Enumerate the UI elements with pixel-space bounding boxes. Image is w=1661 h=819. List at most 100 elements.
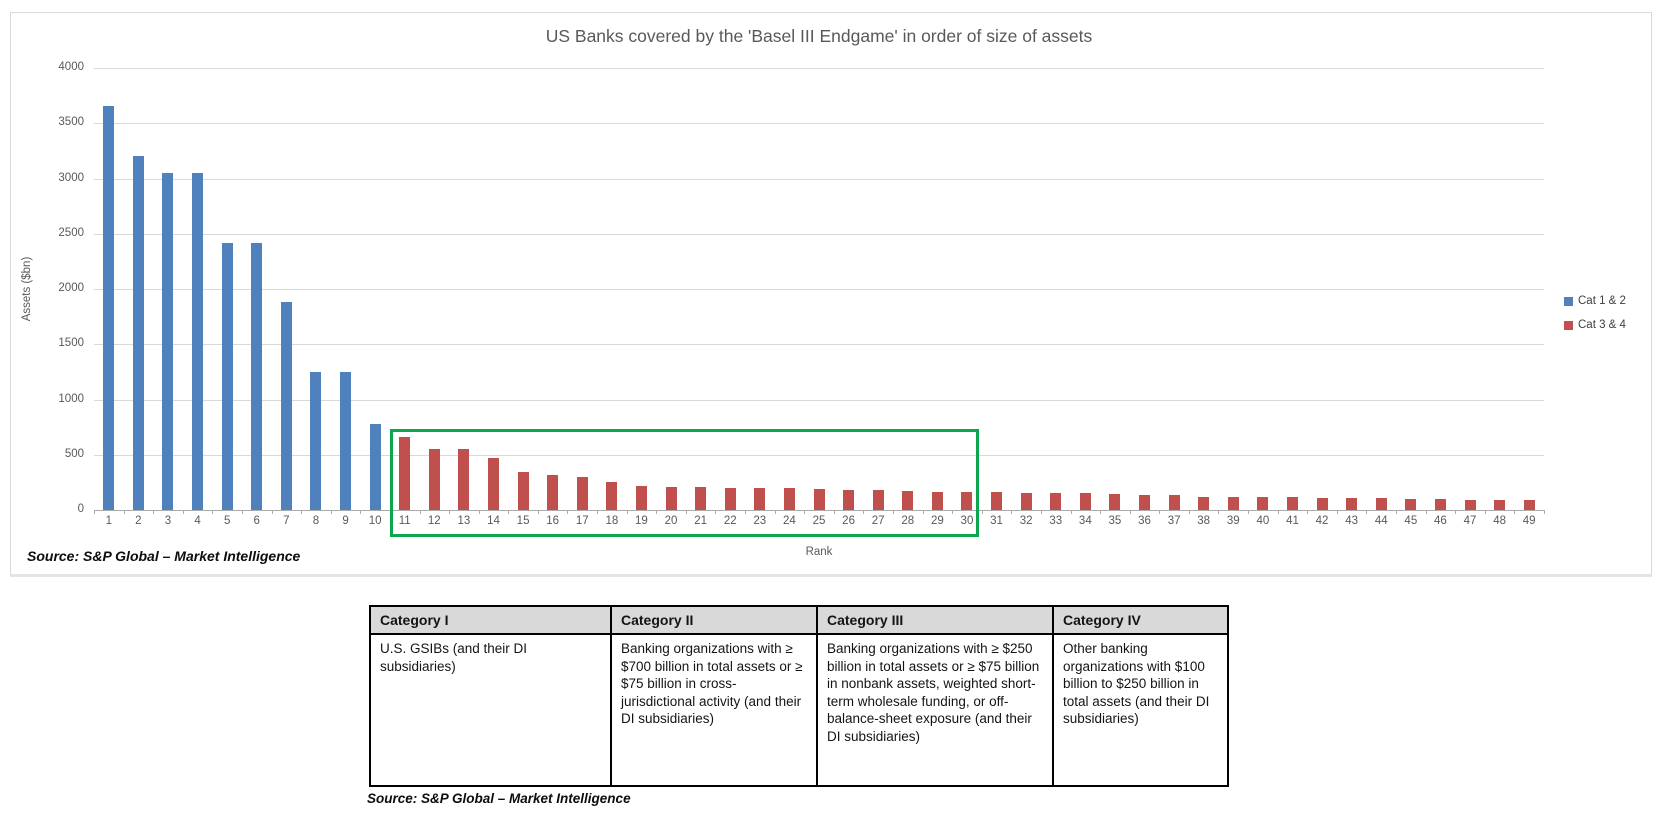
- axis-tick: [271, 510, 273, 514]
- gridline: [94, 399, 1544, 401]
- cell-category-1: U.S. GSIBs (and their DI subsidiaries): [369, 633, 612, 787]
- bar-rank-8: [310, 371, 322, 510]
- bar-rank-16: [547, 474, 559, 510]
- legend-item-2: Cat 3 & 4: [1564, 313, 1626, 337]
- axis-tick: [685, 510, 687, 514]
- x-axis-line: [94, 510, 1544, 511]
- axis-tick: [360, 510, 362, 514]
- x-tick-label: 8: [312, 515, 320, 527]
- axis-tick: [1484, 510, 1486, 514]
- bar-rank-3: [162, 172, 174, 510]
- bar-rank-17: [576, 476, 588, 510]
- axis-tick: [241, 510, 243, 514]
- x-tick-label: 31: [990, 515, 1003, 527]
- bar-rank-49: [1523, 500, 1535, 510]
- axis-tick: [833, 510, 835, 514]
- y-tick-label: 1500: [58, 337, 84, 350]
- bar-rank-36: [1139, 494, 1150, 510]
- category-table: Category I Category II Category III Cate…: [369, 605, 1229, 787]
- bar-rank-22: [724, 487, 736, 510]
- gridline: [94, 344, 1544, 346]
- x-tick-label: 26: [842, 515, 855, 527]
- axis-tick: [1011, 510, 1013, 514]
- bar-rank-5: [221, 242, 233, 510]
- x-tick-label: 9: [342, 515, 349, 527]
- axis-tick: [1129, 510, 1131, 514]
- bar-rank-4: [192, 172, 204, 510]
- axis-tick: [745, 510, 747, 514]
- gridline: [94, 454, 1544, 456]
- bar-rank-1: [103, 105, 115, 510]
- bar-rank-13: [458, 449, 470, 510]
- bar-rank-35: [1109, 493, 1121, 510]
- x-tick-label: 42: [1315, 515, 1329, 527]
- header-category-3: Category III: [816, 605, 1054, 635]
- y-tick-label: 500: [64, 447, 84, 460]
- x-tick-label: 41: [1286, 515, 1299, 527]
- gridline: [94, 289, 1544, 290]
- x-tick-label: 35: [1108, 515, 1122, 527]
- x-tick-label: 10: [368, 515, 382, 527]
- plot-area: 0 500 1000 1500 2000 2500 3000 3500 4000 1 2 3 4 5 6 7 8…: [58, 61, 1545, 537]
- bar-rank-31: [991, 492, 1003, 510]
- x-tick-label: 17: [575, 515, 589, 527]
- x-tick-label: 13: [457, 515, 471, 527]
- x-tick-label: 11: [398, 515, 411, 527]
- axis-tick: [952, 510, 954, 514]
- x-tick-label: 7: [283, 515, 290, 527]
- x-tick-label: 12: [427, 515, 441, 527]
- cell-category-3: Banking organizations with ≥ $250 billio…: [816, 633, 1054, 787]
- x-tick-label: 34: [1078, 515, 1092, 527]
- axis-tick: [1514, 510, 1516, 514]
- table-source-note: Source: S&P Global – Market Intelligence: [367, 791, 631, 806]
- bar-rank-39: [1227, 497, 1239, 510]
- chart-source-note: Source: S&P Global – Market Intelligence: [27, 548, 301, 564]
- bar-rank-2: [132, 156, 144, 510]
- x-tick-label: 25: [812, 515, 826, 527]
- bar-rank-15: [517, 472, 529, 510]
- axis-tick: [330, 510, 332, 514]
- axis-tick: [1159, 510, 1161, 514]
- x-tick-label: 45: [1404, 515, 1418, 527]
- axis-tick: [508, 510, 510, 514]
- axis-tick: [656, 510, 658, 514]
- x-tick-label: 44: [1374, 515, 1388, 527]
- x-tick-label: 39: [1226, 515, 1240, 527]
- bar-rank-38: [1198, 496, 1210, 510]
- axis-tick: [1218, 510, 1220, 514]
- bar-rank-47: [1464, 500, 1476, 510]
- gridline: [94, 68, 1544, 69]
- x-axis-title: Rank: [805, 546, 833, 558]
- bar-rank-45: [1405, 498, 1417, 510]
- axis-tick: [1100, 510, 1102, 514]
- axis-tick: [301, 510, 303, 514]
- x-tick-label: 22: [723, 515, 737, 527]
- bar-rank-24: [783, 488, 795, 510]
- chart-panel: US Banks covered by the 'Basel III Endga…: [10, 12, 1652, 577]
- axis-tick: [1188, 510, 1190, 514]
- axis-tick: [1455, 510, 1457, 514]
- axis-tick: [922, 510, 924, 514]
- bar-rank-29: [931, 491, 943, 510]
- bar-rank-30: [961, 492, 973, 510]
- axis-tick: [1396, 510, 1398, 514]
- x-tick-label: 2: [135, 515, 142, 527]
- axis-tick: [1070, 510, 1072, 514]
- x-tick-label: 16: [546, 515, 560, 527]
- x-tick-label: 37: [1167, 515, 1181, 527]
- x-tick-label: 1: [105, 515, 112, 527]
- bar-rank-42: [1316, 497, 1328, 510]
- axis-tick: [449, 510, 451, 514]
- cell-category-2: Banking organizations with ≥ $700 billio…: [610, 633, 818, 787]
- x-tick-label: 27: [871, 515, 885, 527]
- bar-rank-48: [1494, 500, 1506, 510]
- bar-rank-6: [251, 242, 263, 510]
- x-tick-label: 28: [901, 515, 915, 527]
- x-tick-label: 19: [635, 515, 648, 527]
- axis-tick: [123, 510, 125, 514]
- bar-rank-44: [1375, 498, 1387, 510]
- axis-tick: [567, 510, 569, 514]
- bar-rank-9: [340, 371, 352, 510]
- legend-swatch-icon: [1564, 320, 1573, 330]
